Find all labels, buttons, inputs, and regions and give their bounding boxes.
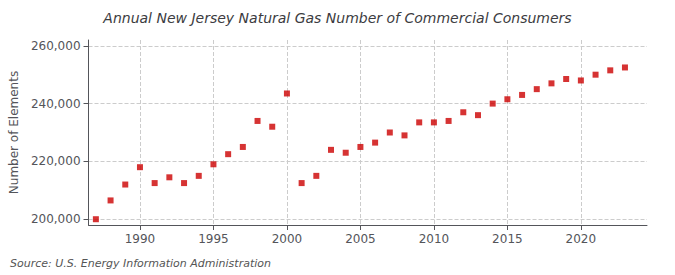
svg-text:2005: 2005 <box>345 232 376 246</box>
svg-text:1990: 1990 <box>125 232 156 246</box>
svg-text:200,000: 200,000 <box>31 212 81 226</box>
svg-text:240,000: 240,000 <box>31 97 81 111</box>
svg-text:2010: 2010 <box>419 232 450 246</box>
svg-text:2000: 2000 <box>272 232 303 246</box>
svg-text:Annual New Jersey Natural Gas: Annual New Jersey Natural Gas Number of … <box>102 10 571 26</box>
svg-text:1995: 1995 <box>198 232 229 246</box>
svg-text:2015: 2015 <box>492 232 523 246</box>
svg-text:Source: U.S. Energy Informatio: Source: U.S. Energy Information Administ… <box>10 257 271 270</box>
svg-text:220,000: 220,000 <box>31 154 81 168</box>
svg-text:Number of Elements: Number of Elements <box>7 71 21 194</box>
svg-text:260,000: 260,000 <box>31 39 81 53</box>
svg-text:2020: 2020 <box>566 232 597 246</box>
